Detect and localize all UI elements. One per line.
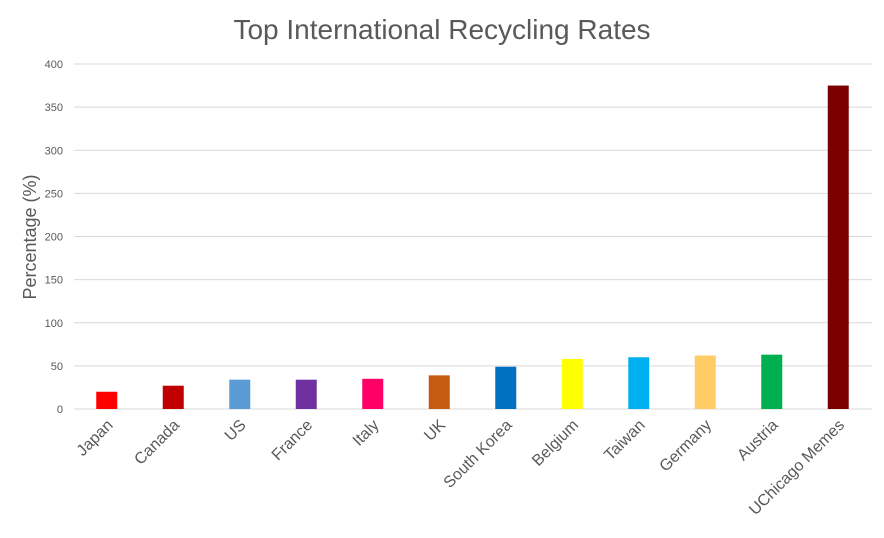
bar-south-korea	[495, 366, 517, 409]
y-axis-label: Percentage (%)	[20, 174, 40, 299]
x-tick-label: Japan	[74, 417, 117, 460]
bars	[96, 85, 849, 409]
y-tick-label: 150	[45, 275, 63, 287]
bar-belgium	[561, 358, 583, 409]
bar-us	[229, 379, 251, 409]
y-tick-label: 400	[45, 59, 63, 71]
x-tick-label: Belgium	[529, 417, 582, 470]
bar-canada	[162, 385, 184, 409]
y-tick-label: 250	[45, 188, 63, 200]
x-tick-label: Canada	[131, 417, 183, 469]
bar-uk	[428, 375, 450, 409]
bar-taiwan	[628, 357, 650, 409]
bar-italy	[362, 378, 384, 409]
x-tick-label: France	[269, 417, 316, 464]
x-tick-label: Taiwan	[601, 417, 648, 464]
y-tick-label: 50	[51, 361, 63, 373]
bar-france	[295, 379, 317, 409]
x-tick-label: Italy	[350, 417, 383, 450]
y-tick-label: 100	[45, 318, 63, 330]
y-axis-ticks: 0 50 100 150 200 250 300 350 400	[45, 59, 63, 416]
bar-germany	[694, 355, 716, 409]
gridlines	[74, 63, 872, 410]
x-tick-label: UK	[421, 417, 449, 445]
bar-austria	[761, 354, 783, 409]
x-tick-label: Germany	[657, 417, 716, 476]
y-tick-label: 350	[45, 102, 63, 114]
chart-title: Top International Recycling Rates	[233, 14, 650, 45]
y-tick-label: 200	[45, 232, 63, 244]
x-tick-label: Austria	[734, 417, 781, 464]
bar-uchicago-memes	[827, 85, 849, 409]
y-tick-label: 0	[57, 404, 63, 416]
x-tick-label: US	[222, 417, 250, 445]
bar-japan	[96, 391, 118, 409]
y-tick-label: 300	[45, 145, 63, 157]
x-tick-label: South Korea	[441, 417, 516, 492]
